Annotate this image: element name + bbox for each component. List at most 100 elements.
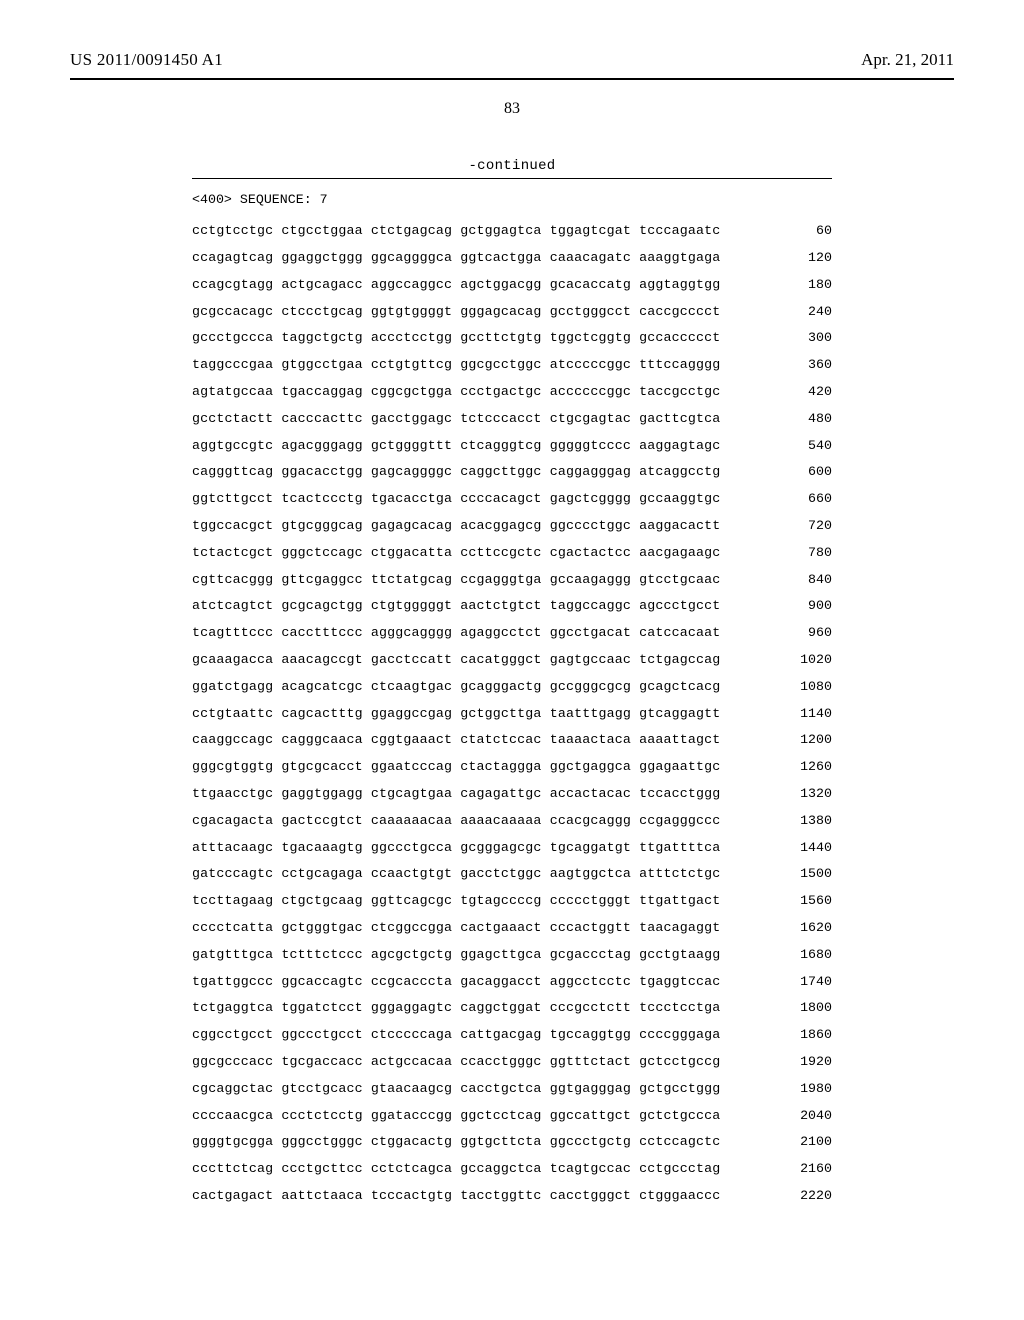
sequence-text: cctgtaattc cagcactttg ggaggccgag gctggct…: [192, 707, 720, 720]
sequence-text: atctcagtct gcgcagctgg ctgtgggggt aactctg…: [192, 599, 720, 612]
sequence-position: 1740: [782, 975, 832, 988]
page-number: 83: [70, 100, 954, 118]
sequence-line: cctgtaattc cagcactttg ggaggccgag gctggct…: [192, 707, 832, 720]
sequence-text: tctgaggtca tggatctcct gggaggagtc caggctg…: [192, 1001, 720, 1014]
sequence-text: ggggtgcgga gggcctgggc ctggacactg ggtgctt…: [192, 1135, 720, 1148]
sequence-line: gcgccacagc ctccctgcag ggtgtggggt gggagca…: [192, 305, 832, 318]
sequence-line: cgcaggctac gtcctgcacc gtaacaagcg cacctgc…: [192, 1082, 832, 1095]
sequence-line: tgattggccc ggcaccagtc ccgcacccta gacagga…: [192, 975, 832, 988]
sequence-position: 1680: [782, 948, 832, 961]
sequence-position: 1200: [782, 733, 832, 746]
sequence-text: atttacaagc tgacaaagtg ggccctgcca gcgggag…: [192, 841, 720, 854]
sequence-position: 780: [782, 546, 832, 559]
sequence-text: agtatgccaa tgaccaggag cggcgctgga ccctgac…: [192, 385, 720, 398]
sequence-text: gccctgccca taggctgctg accctcctgg gccttct…: [192, 331, 720, 344]
sequence-text: gatcccagtc cctgcagaga ccaactgtgt gacctct…: [192, 867, 720, 880]
sequence-text: cctgtcctgc ctgcctggaa ctctgagcag gctggag…: [192, 224, 720, 237]
sequence-text: ttgaacctgc gaggtggagg ctgcagtgaa cagagat…: [192, 787, 720, 800]
sequence-position: 180: [782, 278, 832, 291]
header-rule: [70, 78, 954, 80]
sequence-line: ggtcttgcct tcactccctg tgacacctga ccccaca…: [192, 492, 832, 505]
sequence-position: 840: [782, 573, 832, 586]
sequence-text: cgcaggctac gtcctgcacc gtaacaagcg cacctgc…: [192, 1082, 720, 1095]
sequence-position: 1560: [782, 894, 832, 907]
sequence-position: 540: [782, 439, 832, 452]
sequence-text: tctactcgct gggctccagc ctggacatta ccttccg…: [192, 546, 720, 559]
sequence-line: gatgtttgca tctttctccc agcgctgctg ggagctt…: [192, 948, 832, 961]
sequence-text: ggtcttgcct tcactccctg tgacacctga ccccaca…: [192, 492, 720, 505]
sequence-lines: cctgtcctgc ctgcctggaa ctctgagcag gctggag…: [192, 224, 832, 1202]
sequence-position: 960: [782, 626, 832, 639]
sequence-line: atctcagtct gcgcagctgg ctgtgggggt aactctg…: [192, 599, 832, 612]
sequence-line: cgacagacta gactccgtct caaaaaacaa aaaacaa…: [192, 814, 832, 827]
sequence-line: tcagtttccc cacctttccc agggcagggg agaggcc…: [192, 626, 832, 639]
sequence-position: 900: [782, 599, 832, 612]
sequence-position: 660: [782, 492, 832, 505]
sequence-text: tcagtttccc cacctttccc agggcagggg agaggcc…: [192, 626, 720, 639]
sequence-text: gcctctactt cacccacttc gacctggagc tctccca…: [192, 412, 720, 425]
sequence-line: aggtgccgtc agacgggagg gctggggttt ctcaggg…: [192, 439, 832, 452]
sequence-text: gcgccacagc ctccctgcag ggtgtggggt gggagca…: [192, 305, 720, 318]
sequence-text: tccttagaag ctgctgcaag ggttcagcgc tgtagcc…: [192, 894, 720, 907]
sequence-line: tccttagaag ctgctgcaag ggttcagcgc tgtagcc…: [192, 894, 832, 907]
sequence-line: ccccaacgca ccctctcctg ggatacccgg ggctcct…: [192, 1109, 832, 1122]
sequence-line: cctgtcctgc ctgcctggaa ctctgagcag gctggag…: [192, 224, 832, 237]
sequence-position: 1080: [782, 680, 832, 693]
sequence-position: 1800: [782, 1001, 832, 1014]
sequence-line: caaggccagc cagggcaaca cggtgaaact ctatctc…: [192, 733, 832, 746]
sequence-line: ggcgcccacc tgcgaccacc actgccacaa ccacctg…: [192, 1055, 832, 1068]
sequence-text: caaggccagc cagggcaaca cggtgaaact ctatctc…: [192, 733, 720, 746]
sequence-text: tgattggccc ggcaccagtc ccgcacccta gacagga…: [192, 975, 720, 988]
sequence-position: 1140: [782, 707, 832, 720]
sequence-text: cccttctcag ccctgcttcc cctctcagca gccaggc…: [192, 1162, 720, 1175]
sequence-position: 1320: [782, 787, 832, 800]
sequence-line: gatcccagtc cctgcagaga ccaactgtgt gacctct…: [192, 867, 832, 880]
sequence-position: 1440: [782, 841, 832, 854]
sequence-position: 1620: [782, 921, 832, 934]
sequence-line: cagggttcag ggacacctgg gagcaggggc caggctt…: [192, 465, 832, 478]
sequence-line: ccagcgtagg actgcagacc aggccaggcc agctgga…: [192, 278, 832, 291]
sequence-line: atttacaagc tgacaaagtg ggccctgcca gcgggag…: [192, 841, 832, 854]
sequence-line: ggatctgagg acagcatcgc ctcaagtgac gcaggga…: [192, 680, 832, 693]
sequence-text: ggatctgagg acagcatcgc ctcaagtgac gcaggga…: [192, 680, 720, 693]
sequence-text: ccccaacgca ccctctcctg ggatacccgg ggctcct…: [192, 1109, 720, 1122]
sequence-text: ccagcgtagg actgcagacc aggccaggcc agctgga…: [192, 278, 720, 291]
sequence-text: cggcctgcct ggccctgcct ctcccccaga cattgac…: [192, 1028, 720, 1041]
sequence-text: gcaaagacca aaacagccgt gacctccatt cacatgg…: [192, 653, 720, 666]
sequence-position: 1980: [782, 1082, 832, 1095]
sequence-position: 2220: [782, 1189, 832, 1202]
sequence-line: cccttctcag ccctgcttcc cctctcagca gccaggc…: [192, 1162, 832, 1175]
sequence-position: 120: [782, 251, 832, 264]
sequence-line: cactgagact aattctaaca tcccactgtg tacctgg…: [192, 1189, 832, 1202]
sequence-position: 300: [782, 331, 832, 344]
sequence-line: cgttcacggg gttcgaggcc ttctatgcag ccgaggg…: [192, 573, 832, 586]
sequence-line: taggcccgaa gtggcctgaa cctgtgttcg ggcgcct…: [192, 358, 832, 371]
sequence-line: gcaaagacca aaacagccgt gacctccatt cacatgg…: [192, 653, 832, 666]
sequence-container: <400> SEQUENCE: 7 cctgtcctgc ctgcctggaa …: [192, 193, 832, 1202]
sequence-line: tctgaggtca tggatctcct gggaggagtc caggctg…: [192, 1001, 832, 1014]
sequence-text: cgacagacta gactccgtct caaaaaacaa aaaacaa…: [192, 814, 720, 827]
sequence-text: ccagagtcag ggaggctggg ggcaggggca ggtcact…: [192, 251, 720, 264]
sequence-line: tctactcgct gggctccagc ctggacatta ccttccg…: [192, 546, 832, 559]
sequence-position: 600: [782, 465, 832, 478]
sequence-line: gcctctactt cacccacttc gacctggagc tctccca…: [192, 412, 832, 425]
sequence-line: agtatgccaa tgaccaggag cggcgctgga ccctgac…: [192, 385, 832, 398]
sequence-text: taggcccgaa gtggcctgaa cctgtgttcg ggcgcct…: [192, 358, 720, 371]
sequence-text: tggccacgct gtgcgggcag gagagcacag acacgga…: [192, 519, 720, 532]
sequence-position: 1920: [782, 1055, 832, 1068]
sequence-text: ggcgcccacc tgcgaccacc actgccacaa ccacctg…: [192, 1055, 720, 1068]
sequence-text: cagggttcag ggacacctgg gagcaggggc caggctt…: [192, 465, 720, 478]
sequence-text: gatgtttgca tctttctccc agcgctgctg ggagctt…: [192, 948, 720, 961]
sequence-line: ccagagtcag ggaggctggg ggcaggggca ggtcact…: [192, 251, 832, 264]
sequence-line: ggggtgcgga gggcctgggc ctggacactg ggtgctt…: [192, 1135, 832, 1148]
header: US 2011/0091450 A1 Apr. 21, 2011: [70, 50, 954, 70]
sequence-text: cgttcacggg gttcgaggcc ttctatgcag ccgaggg…: [192, 573, 720, 586]
sequence-line: gggcgtggtg gtgcgcacct ggaatcccag ctactag…: [192, 760, 832, 773]
sequence-position: 480: [782, 412, 832, 425]
sequence-line: cccctcatta gctgggtgac ctcggccgga cactgaa…: [192, 921, 832, 934]
sequence-position: 2160: [782, 1162, 832, 1175]
sequence-header: <400> SEQUENCE: 7: [192, 193, 832, 206]
publication-number: US 2011/0091450 A1: [70, 50, 223, 70]
sequence-position: 2100: [782, 1135, 832, 1148]
sequence-position: 2040: [782, 1109, 832, 1122]
